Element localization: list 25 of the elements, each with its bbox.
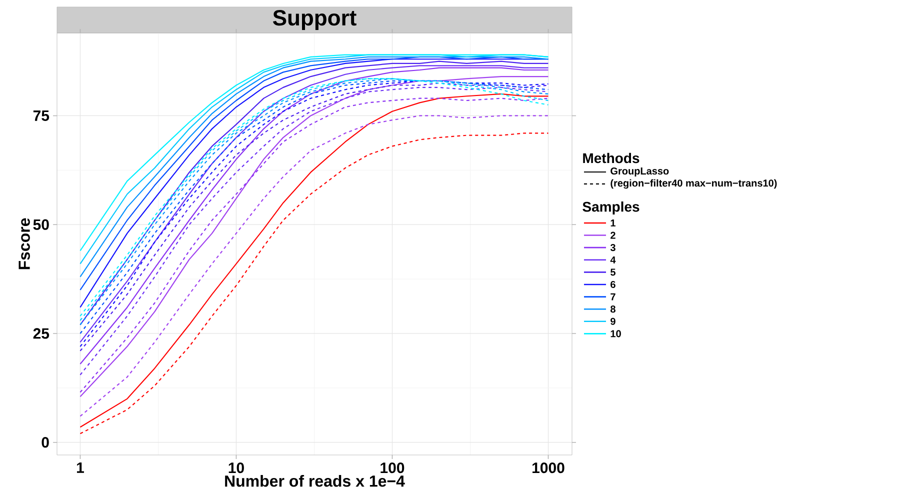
y-axis-title: Fscore [18,218,30,270]
legend-label: 7 [610,293,616,300]
y-tick-label: 75 [33,110,50,121]
legend-label: 6 [610,280,616,288]
legend-label: 8 [610,306,616,313]
legend-label: 3 [610,244,616,252]
legend-label: 1 [610,220,616,226]
y-tick-label: 50 [33,219,49,230]
legend-label: 5 [610,268,616,276]
x-tick-label: 100 [380,462,404,474]
legend-label: 9 [610,318,616,325]
text: GroupLasso [610,167,669,177]
legend-label: 4 [610,256,616,264]
legend-label: 10 [610,330,621,338]
x-axis-title: Number of reads x 1e−4 [225,475,405,487]
text: (region−filter40 max−num−trans10) [610,179,777,189]
legend-label: 2 [610,232,616,239]
y-tick-label: 0 [42,437,49,448]
y-tick-label: 25 [33,328,50,339]
chart-title: Support [272,10,356,30]
text: Methods [583,152,640,164]
x-tick-label: 1 [76,462,84,473]
x-tick-label: 10 [228,462,244,474]
legend-title: Samples [582,201,640,215]
x-tick-label: 1000 [532,462,564,474]
